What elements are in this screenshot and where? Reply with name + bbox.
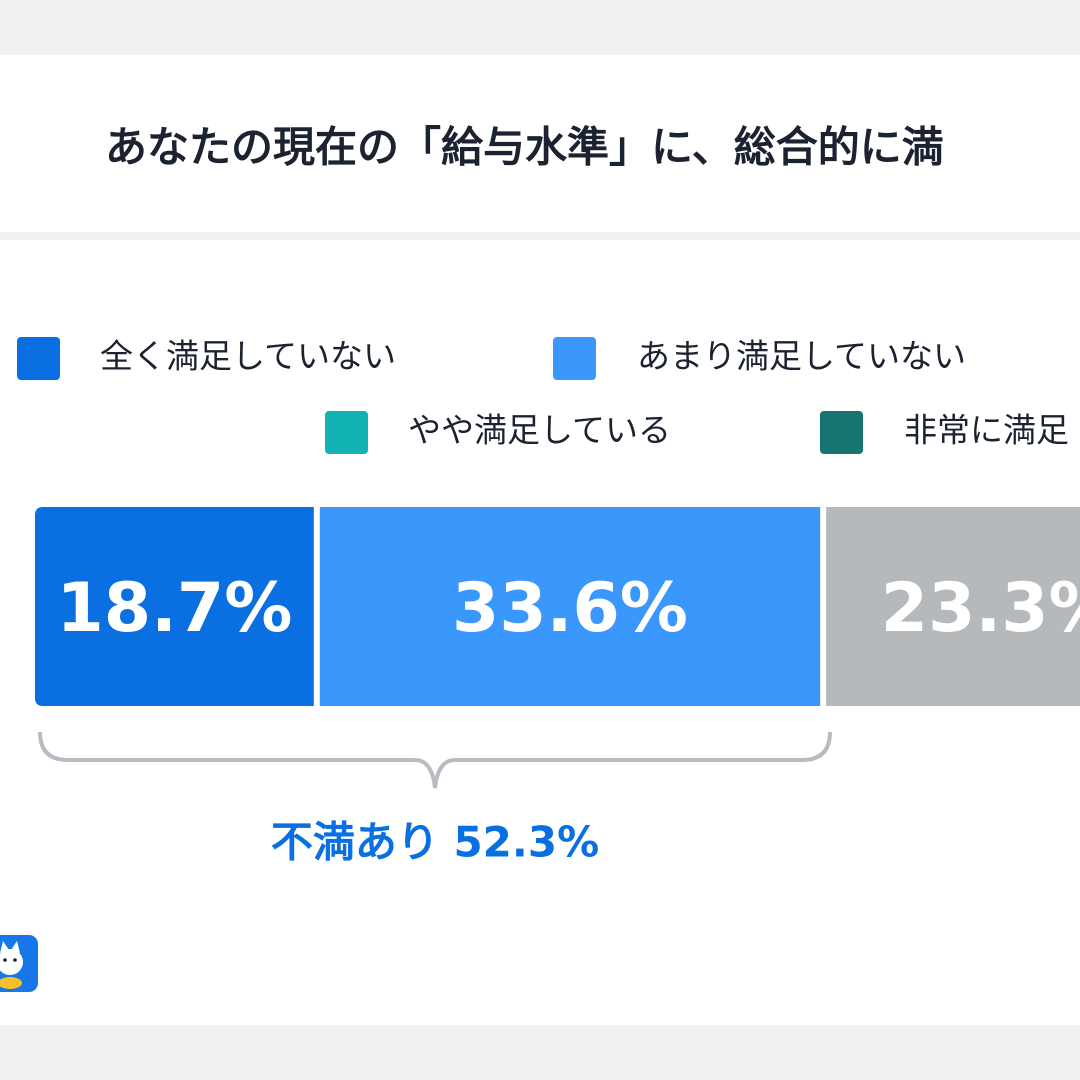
legend-label: 全く満足していない <box>100 337 396 376</box>
legend-swatch <box>553 337 596 380</box>
legend-label: あまり満足していない <box>637 337 966 376</box>
logo-icon <box>0 935 38 992</box>
legend-swatch <box>17 337 60 380</box>
bar-segment <box>35 507 314 706</box>
legend-label: やや満足している <box>408 411 671 450</box>
legend-label: 非常に満足 <box>904 411 1069 450</box>
chart-title: あなたの現在の「給与水準」に、総合的に満 <box>105 123 944 172</box>
bar-segment <box>319 507 821 706</box>
value-label: 23.3% <box>881 569 1080 648</box>
legend-swatch <box>820 411 863 454</box>
bracket <box>38 731 832 789</box>
annotation: 不満あり 52.3% <box>271 818 599 867</box>
value-label: 18.7% <box>56 569 292 648</box>
title-panel <box>0 55 1080 232</box>
bar-segment <box>826 507 1080 706</box>
legend-swatch <box>325 411 368 454</box>
value-label: 33.6% <box>452 569 688 648</box>
